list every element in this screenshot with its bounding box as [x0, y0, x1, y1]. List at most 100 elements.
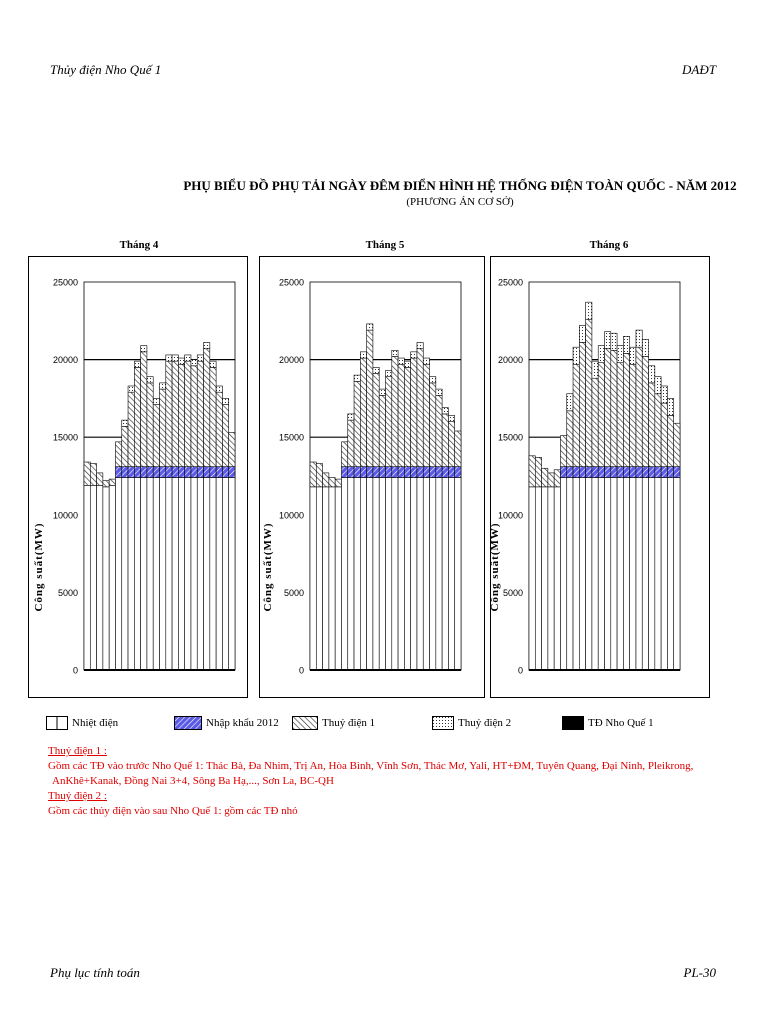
- bar-segment: [604, 466, 612, 478]
- bar-segment: [454, 466, 462, 478]
- bar-segment: [635, 477, 643, 671]
- bar-segment: [378, 395, 386, 467]
- bar-segment: [165, 466, 173, 478]
- bar-segment: [391, 477, 399, 671]
- bar-segment: [127, 391, 135, 467]
- chart-title-3: Tháng 6: [589, 239, 629, 251]
- bar-segment: [127, 477, 135, 671]
- bar-segment: [184, 466, 192, 478]
- bar-segment: [134, 367, 141, 467]
- legend-item-nhiet: Nhiệt điện: [46, 716, 118, 730]
- bar-segment: [96, 472, 104, 486]
- bar-segment: [667, 415, 675, 467]
- bar-segment: [171, 466, 179, 478]
- bar-segment: [604, 348, 612, 467]
- page-subtitle: (PHƯƠNG ÁN CƠ SỞ): [406, 196, 514, 208]
- y-tick-label: 15000: [498, 433, 523, 443]
- legend-item-nq1: TĐ Nho Quế 1: [562, 716, 654, 730]
- bar-segment: [648, 382, 656, 467]
- bar-segment: [309, 486, 317, 671]
- bar-segment: [641, 466, 649, 478]
- bar-segment: [178, 363, 185, 467]
- bar-segment: [228, 466, 236, 478]
- bar-segment: [222, 477, 230, 671]
- chart-1: 0 5000 10000 15000 20000 25000: [53, 278, 236, 676]
- bar-segment: [422, 357, 430, 365]
- bar-segment: [134, 477, 141, 671]
- bar-segment: [673, 422, 681, 467]
- chart-panel-1: 0 5000 10000 15000 20000 25000 Công suất(MW): [28, 256, 248, 698]
- y-tick-label: 5000: [58, 588, 78, 598]
- bar-segment: [629, 363, 637, 467]
- bar-segment: [209, 466, 217, 478]
- bar-segment: [121, 426, 129, 467]
- y-tick-label: 15000: [279, 433, 304, 443]
- bar-segment: [660, 402, 668, 467]
- bar-segment: [547, 486, 555, 671]
- bar-segment: [353, 381, 361, 467]
- bar-segment: [667, 398, 675, 416]
- bar-segment: [648, 365, 656, 384]
- bar-segment: [215, 466, 223, 478]
- bar-segment: [121, 419, 129, 427]
- bar-segment: [360, 351, 367, 359]
- bar-segment: [341, 477, 349, 671]
- bar-segment: [422, 466, 430, 478]
- bar-segment: [454, 477, 462, 671]
- chart-panel-2: 0 5000 10000 15000 20000 25000 Công suất(MW): [259, 256, 485, 698]
- chart-2: 0 5000 10000 15000 20000 25000: [279, 278, 462, 676]
- bar-segment: [534, 457, 542, 488]
- bar-segment: [190, 466, 198, 478]
- bar-segment: [171, 477, 179, 671]
- bar-segment: [215, 391, 223, 467]
- bar-segment: [385, 376, 393, 467]
- bar-segment: [215, 385, 223, 393]
- bar-segment: [190, 477, 198, 671]
- bar-segment: [585, 301, 593, 320]
- y-tick-label: 20000: [279, 355, 304, 365]
- bar-segment: [171, 354, 179, 362]
- bar-segment: [159, 382, 167, 390]
- bar-segment: [347, 477, 355, 671]
- bar-segment: [347, 466, 355, 478]
- bar-segment: [591, 477, 599, 671]
- bar-segment: [616, 362, 624, 467]
- bar-segment: [334, 486, 342, 671]
- note-td1-text-1: Gồm các TĐ vào trước Nho Quế 1: Thác Bà,…: [48, 760, 694, 772]
- bar-segment: [140, 466, 148, 478]
- bar-segment: [83, 461, 91, 486]
- bar-segment: [629, 477, 637, 671]
- legend: Nhiệt điện Nhập khẩu 2012 Thuỷ điện 1 Th…: [46, 716, 726, 738]
- bar-segment: [673, 466, 681, 478]
- y-tick-label: 5000: [284, 588, 304, 598]
- bar-segment: [441, 477, 449, 671]
- bar-segment: [610, 466, 618, 478]
- y-tick-label: 25000: [53, 278, 78, 288]
- bar-segment: [404, 477, 411, 671]
- bar-segment: [629, 466, 637, 478]
- bar-segment: [108, 478, 116, 486]
- bar-segment: [660, 385, 668, 404]
- bar-segment: [566, 410, 574, 467]
- bar-segment: [673, 477, 681, 671]
- bar-segment: [448, 415, 456, 422]
- bar-segment: [435, 388, 443, 396]
- bar-segment: [140, 477, 148, 671]
- bar-segment: [572, 346, 580, 365]
- bar-segment: [178, 357, 185, 365]
- y-tick-label: 10000: [53, 510, 78, 520]
- legend-label-nq1: TĐ Nho Quế 1: [588, 717, 654, 729]
- bar-segment: [215, 477, 223, 671]
- bar-segment: [322, 486, 330, 671]
- bar-segment: [146, 466, 154, 478]
- bar-segment: [641, 356, 649, 467]
- bar-segment: [315, 463, 323, 488]
- bar-segment: [222, 466, 230, 478]
- bar-segment: [328, 486, 336, 671]
- chart-panel-3: 0 5000 10000 15000 20000 25000 Công suất(MW): [489, 256, 710, 698]
- bar-segment: [416, 348, 424, 467]
- legend-swatch-nhiet: [46, 716, 68, 730]
- y-tick-label: 20000: [53, 355, 78, 365]
- bar-segment: [579, 325, 586, 343]
- y-tick-label: 5000: [503, 588, 523, 598]
